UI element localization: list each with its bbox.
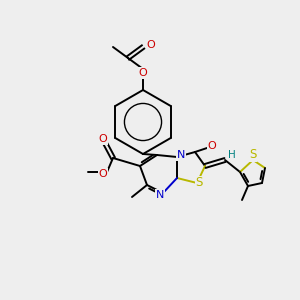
Text: S: S xyxy=(249,148,257,161)
Text: H: H xyxy=(228,150,236,160)
Text: O: O xyxy=(99,169,107,179)
Text: N: N xyxy=(156,190,164,200)
Text: S: S xyxy=(195,176,203,190)
Text: O: O xyxy=(139,68,147,78)
Text: O: O xyxy=(208,141,216,151)
Text: O: O xyxy=(147,40,155,50)
Text: O: O xyxy=(99,134,107,144)
Text: N: N xyxy=(177,150,185,160)
